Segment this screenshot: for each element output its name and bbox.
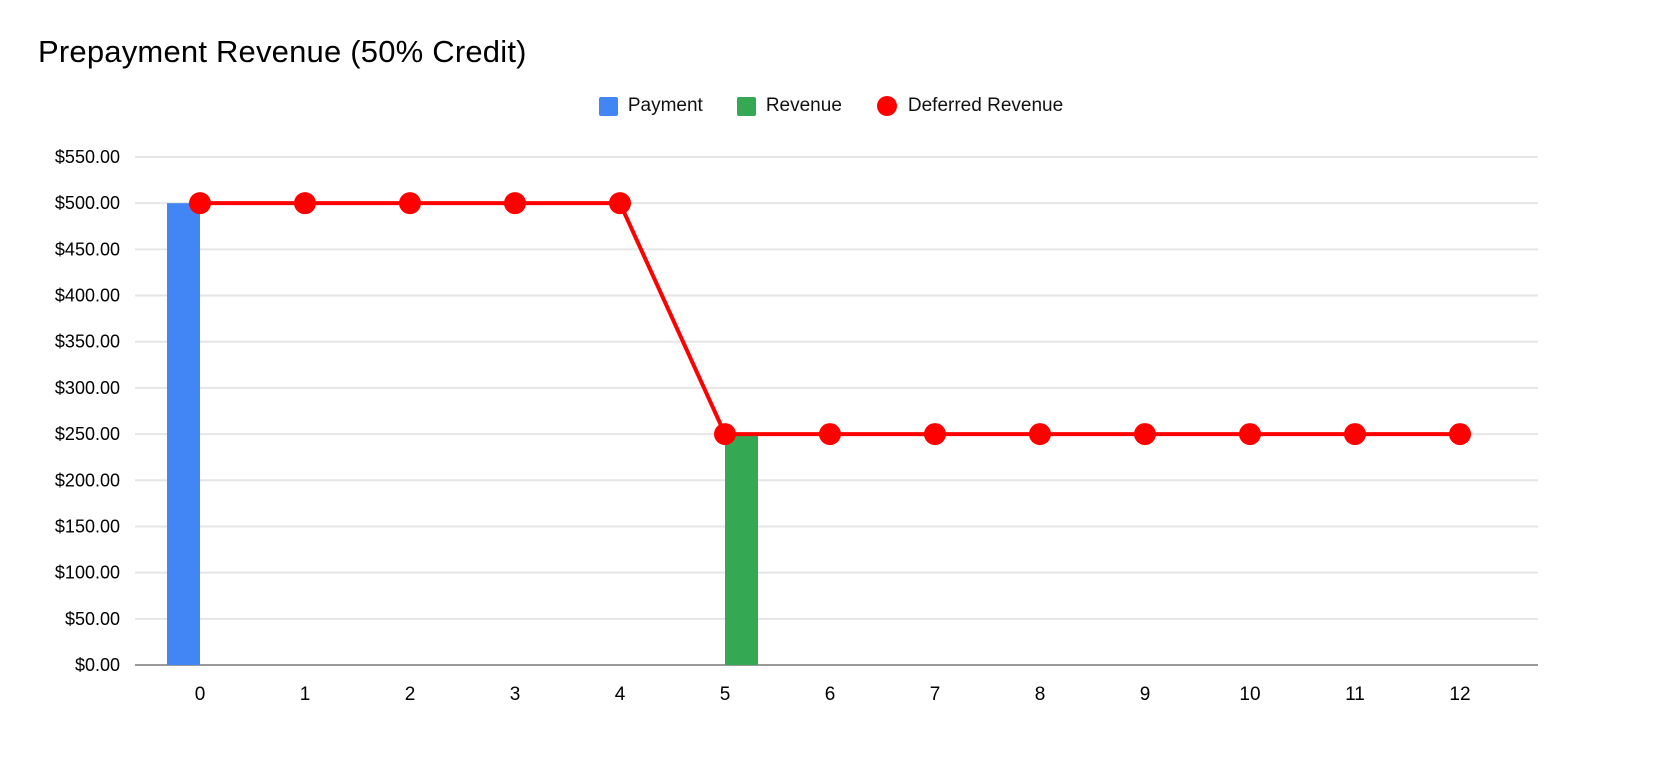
payment-swatch-icon xyxy=(598,96,618,116)
x-axis-label: 10 xyxy=(1239,684,1260,705)
deferred-revenue-point xyxy=(399,192,421,215)
x-axis-label: 6 xyxy=(825,684,836,705)
x-axis-label: 8 xyxy=(1035,684,1046,705)
deferred-revenue-point xyxy=(294,192,316,215)
y-axis-label: $100.00 xyxy=(55,563,120,583)
chart-title: Prepayment Revenue (50% Credit) xyxy=(38,34,527,69)
legend-item-payment: Payment xyxy=(598,95,703,117)
y-axis-label: $200.00 xyxy=(55,470,120,490)
chart-legend: Payment Revenue Deferred Revenue xyxy=(0,95,1662,117)
legend-label-deferred-revenue: Deferred Revenue xyxy=(907,95,1064,116)
deferred-revenue-point xyxy=(1449,423,1471,446)
deferred-revenue-point xyxy=(504,192,526,215)
x-axis-label: 12 xyxy=(1449,684,1470,705)
revenue-swatch-icon xyxy=(736,96,756,116)
x-axis-label: 7 xyxy=(930,684,941,705)
legend-label-payment: Payment xyxy=(627,95,703,116)
deferred-revenue-point xyxy=(714,423,736,446)
legend-item-deferred-revenue: Deferred Revenue xyxy=(876,95,1063,117)
deferred-revenue-point xyxy=(1134,423,1156,446)
x-axis-label: 9 xyxy=(1140,684,1151,705)
deferred-revenue-swatch-icon xyxy=(876,96,897,116)
legend-label-revenue: Revenue xyxy=(765,95,842,116)
x-axis-label: 1 xyxy=(300,684,311,705)
y-axis-label: $500.00 xyxy=(55,193,120,213)
revenue-bar xyxy=(725,434,758,665)
y-axis-label: $0.00 xyxy=(75,655,120,675)
deferred-revenue-point xyxy=(609,192,631,215)
y-axis-label: $350.00 xyxy=(55,332,120,352)
y-axis-label: $550.00 xyxy=(55,147,120,167)
y-axis-label: $150.00 xyxy=(55,516,120,536)
x-axis-label: 2 xyxy=(405,684,416,705)
y-axis-label: $50.00 xyxy=(65,609,120,629)
deferred-revenue-line xyxy=(200,201,1460,437)
x-axis-label: 0 xyxy=(195,684,206,705)
y-axis-label: $300.00 xyxy=(55,378,120,398)
deferred-revenue-point xyxy=(1029,423,1051,446)
deferred-revenue-point xyxy=(924,423,946,446)
y-axis-label: $250.00 xyxy=(55,424,120,444)
y-axis-label: $400.00 xyxy=(55,286,120,306)
deferred-revenue-point xyxy=(1344,423,1366,446)
payment-swatch-rect xyxy=(598,96,618,116)
legend-item-revenue: Revenue xyxy=(736,95,842,117)
y-axis-label: $450.00 xyxy=(55,239,120,259)
payment-bar xyxy=(167,203,200,665)
deferred-revenue-swatch-circle xyxy=(876,96,897,116)
deferred-revenue-point xyxy=(1239,423,1261,446)
revenue-swatch-rect xyxy=(736,96,756,116)
x-axis-label: 11 xyxy=(1345,684,1365,705)
x-axis-label: 3 xyxy=(510,684,521,705)
x-axis-label: 4 xyxy=(615,684,626,705)
x-axis-label: 5 xyxy=(720,684,731,705)
plot-area: $0.00 $50.00 $100.00 $150.00 $200.00 $250.00 $… xyxy=(55,147,1538,705)
deferred-revenue-point xyxy=(819,423,841,446)
deferred-revenue-point xyxy=(189,192,211,215)
